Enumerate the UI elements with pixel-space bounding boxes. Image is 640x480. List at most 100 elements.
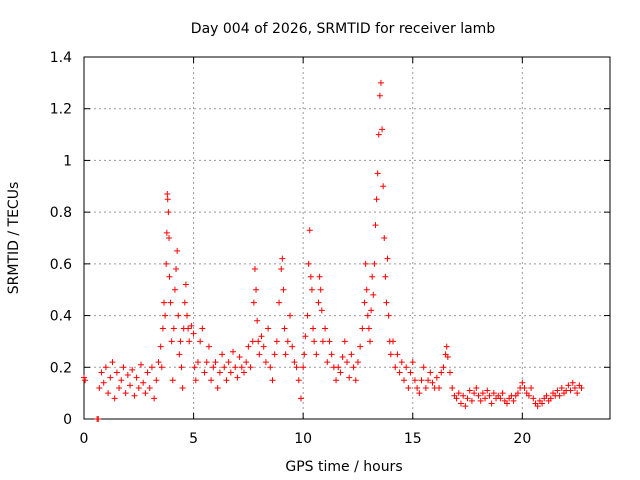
data-point [337, 369, 344, 376]
y-tick-label: 1.2 [50, 102, 72, 118]
data-point [151, 395, 158, 402]
data-point [499, 390, 506, 397]
data-point [305, 260, 312, 267]
data-point [265, 325, 272, 332]
data-point [384, 255, 391, 262]
data-point [383, 299, 390, 306]
data-point [462, 403, 469, 410]
data-point [165, 209, 172, 216]
data-point [243, 359, 250, 366]
data-point [414, 384, 421, 391]
data-point [142, 390, 149, 397]
data-point [565, 382, 572, 389]
data-point [317, 286, 324, 293]
data-point [281, 325, 288, 332]
y-tick-label: 0.2 [50, 360, 72, 376]
data-point [369, 273, 376, 280]
data-point [162, 312, 169, 319]
data-point [429, 379, 436, 386]
data-point [449, 384, 456, 391]
data-point [488, 400, 495, 407]
data-point [81, 374, 87, 381]
data-point [111, 395, 118, 402]
data-point [407, 369, 414, 376]
data-point [169, 377, 176, 384]
data-point [436, 384, 443, 391]
data-point [216, 369, 223, 376]
data-point [438, 369, 445, 376]
data-point [519, 379, 526, 386]
data-point [282, 351, 289, 358]
data-point [359, 325, 366, 332]
data-point [368, 307, 375, 314]
data-point [197, 338, 204, 345]
data-point [113, 369, 120, 376]
data-point [405, 384, 412, 391]
data-point [182, 281, 189, 288]
data-point [394, 351, 401, 358]
data-point [122, 390, 129, 397]
data-point [375, 131, 382, 138]
data-point [273, 338, 280, 345]
data-point [514, 390, 521, 397]
data-point [191, 364, 198, 371]
data-point [376, 92, 383, 99]
data-point [175, 312, 182, 319]
data-point [185, 325, 192, 332]
data-point [363, 286, 370, 293]
data-point [352, 377, 359, 384]
data-point [385, 312, 392, 319]
data-point [118, 377, 125, 384]
data-point [249, 338, 256, 345]
data-point [170, 325, 177, 332]
data-point [201, 369, 208, 376]
data-point [232, 364, 239, 371]
data-point [558, 384, 565, 391]
data-point [188, 322, 195, 329]
data-point [396, 369, 403, 376]
data-point [308, 286, 315, 293]
chart-title: Day 004 of 2026, SRMTID for receiver lam… [191, 21, 496, 37]
data-point [403, 364, 410, 371]
data-point [131, 392, 138, 399]
data-point [295, 377, 302, 384]
data-point [324, 359, 331, 366]
data-point [354, 359, 361, 366]
data-point [276, 299, 283, 306]
data-point [569, 379, 576, 386]
data-point [212, 359, 219, 366]
data-point [473, 384, 480, 391]
data-point [160, 299, 167, 306]
data-point [280, 286, 287, 293]
data-point [486, 392, 493, 399]
data-point [510, 397, 517, 404]
data-point [137, 361, 144, 368]
data-point [479, 390, 486, 397]
x-tick-label: 20 [513, 431, 531, 447]
y-tick-label: 0 [63, 412, 72, 428]
grid-lines [84, 57, 610, 419]
data-point [98, 369, 105, 376]
data-point [116, 384, 123, 391]
x-tick-label: 15 [404, 431, 422, 447]
data-point [155, 359, 162, 366]
data-point [346, 374, 353, 381]
data-point [258, 333, 265, 340]
data-point [530, 395, 537, 402]
data-point [135, 384, 142, 391]
data-point [219, 351, 226, 358]
data-point [333, 377, 340, 384]
data-point [416, 390, 423, 397]
data-point [184, 312, 191, 319]
data-point [525, 392, 532, 399]
data-point [262, 359, 269, 366]
data-point [311, 338, 318, 345]
data-point [225, 359, 232, 366]
data-point [371, 260, 378, 267]
data-point [306, 227, 313, 234]
data-point [490, 390, 497, 397]
x-tick-label: 10 [294, 431, 312, 447]
data-point [319, 338, 326, 345]
y-tick-label: 0.4 [50, 309, 72, 325]
